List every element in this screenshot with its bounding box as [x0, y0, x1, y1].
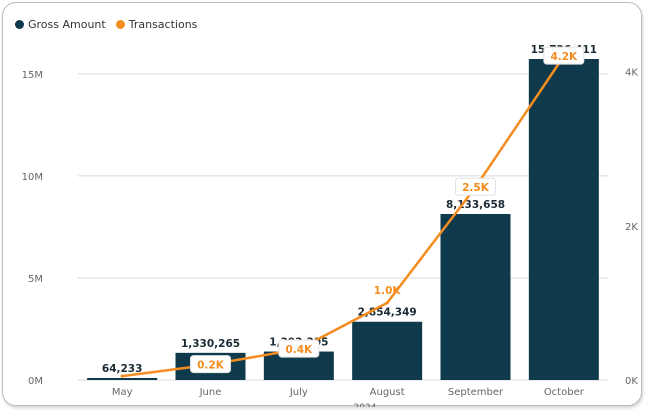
bar-value-label: 64,233 — [102, 363, 143, 375]
line-label-box — [278, 339, 320, 358]
chart-card: Gross Amount Transactions 0M 5M 10M 15M 0K 2K… — [2, 2, 642, 407]
x-tick-label: July — [289, 387, 308, 398]
line-label-box — [190, 355, 231, 374]
x-tick-label: October — [544, 387, 585, 398]
line-label-box — [455, 177, 496, 196]
y-left-tick-label: 0M — [28, 376, 43, 387]
bar-gross-amount — [87, 378, 158, 380]
x-tick-label: September — [448, 387, 504, 398]
line-point-transactions — [385, 301, 389, 305]
line-value-label: 1.0K — [374, 285, 402, 297]
x-tick-label: June — [199, 387, 222, 398]
line-point-transactions — [120, 374, 124, 378]
line-value-label: 2.5K — [462, 182, 490, 194]
line-value-label: 0.2K — [197, 360, 225, 372]
legend-item-transactions[interactable]: Transactions — [115, 18, 198, 31]
bar-gross-amount — [440, 213, 511, 380]
y-right-tick-label: 4K — [625, 68, 638, 79]
y-left-tick-label: 5M — [28, 274, 43, 285]
legend-marker-gross-amount — [15, 20, 24, 29]
bar-value-label: 1,330,265 — [181, 338, 240, 350]
legend-item-gross-amount[interactable]: Gross Amount — [15, 18, 106, 31]
bar-gross-amount — [528, 58, 599, 380]
bar-value-label: 8,133,658 — [446, 199, 505, 211]
x-tick-label: May — [112, 387, 133, 398]
y-left-tick-label: 15M — [22, 70, 43, 81]
chart-legend: Gross Amount Transactions — [15, 18, 197, 31]
x-tick-label: August — [370, 387, 405, 398]
legend-label-gross-amount: Gross Amount — [28, 18, 106, 31]
y-right-tick-label: 2K — [625, 222, 638, 233]
line-value-label: 0.4K — [285, 344, 313, 356]
y-right-tick-label: 0K — [625, 376, 638, 387]
combo-chart: 0M5M10M15M0K2K4K64,2331,330,2651,393,305… — [22, 44, 639, 407]
y-left-tick-label: 10M — [22, 172, 43, 183]
x-axis-title-partial: 2024 — [354, 403, 377, 407]
legend-marker-transactions — [115, 20, 125, 29]
bar-gross-amount — [352, 321, 423, 380]
legend-label-transactions: Transactions — [128, 18, 198, 31]
line-label-box — [543, 46, 585, 65]
line-value-label: 4.2K — [550, 51, 578, 63]
